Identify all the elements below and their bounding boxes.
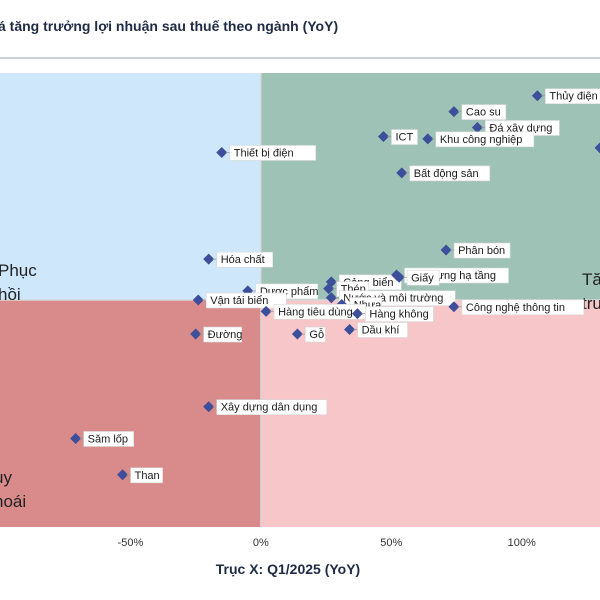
- quadrant-label-bottom-left: hoái: [0, 492, 26, 511]
- point-marker: [471, 121, 483, 133]
- point-label: Hàng tiêu dùng: [278, 306, 353, 318]
- label-box: [409, 165, 491, 182]
- data-point: ICT: [377, 129, 418, 145]
- point-label: Đá xây dựng: [489, 122, 552, 134]
- point-label: Công nghệ thông tin: [466, 302, 565, 314]
- point-label: Dầu khí: [362, 325, 400, 337]
- point-marker: [448, 301, 460, 313]
- data-point: Phân bón: [440, 242, 511, 259]
- label-box: [391, 129, 418, 145]
- label-box: [357, 322, 408, 338]
- label-box: [435, 131, 535, 148]
- x-axis-title: Trục X: Q1/2025 (YoY): [216, 561, 360, 577]
- point-marker: [190, 328, 202, 340]
- data-points: Thủy điện Cao su Đá xây dựng ICT Khu công ng…: [70, 88, 600, 484]
- point-marker: [344, 324, 356, 336]
- quadrant-label-bottom-left: uy: [0, 468, 12, 487]
- point-label: Bất động sản: [414, 168, 479, 180]
- point-label: Đường: [208, 329, 243, 341]
- point-label: Giấy: [411, 272, 434, 284]
- label-box: [365, 306, 434, 322]
- chart-title: á tăng trưởng lợi nhuận sau thuế theo ng…: [0, 18, 338, 34]
- label-box: [461, 299, 585, 316]
- data-point: Thủy điện: [531, 88, 600, 104]
- point-marker: [393, 271, 405, 283]
- label-box: [130, 467, 163, 484]
- point-label: Khu công nghiệp: [440, 134, 523, 146]
- point-marker: [323, 283, 335, 295]
- data-point: Giấy: [393, 269, 440, 286]
- data-point: Hóa chất: [203, 251, 273, 268]
- data-point: Công nghệ thông tin: [448, 299, 585, 316]
- quadrant-label-top-right: Tă: [582, 270, 600, 289]
- point-marker: [70, 432, 82, 444]
- point-marker: [594, 142, 600, 154]
- point-label: Cao su: [466, 107, 501, 119]
- label-box: [305, 326, 326, 343]
- x-tick-label: -50%: [118, 537, 144, 549]
- point-label: Hóa chất: [221, 254, 265, 266]
- label-box: [216, 251, 273, 268]
- point-marker: [531, 90, 543, 102]
- quadrant-label-top-left: Phục: [0, 261, 37, 280]
- quadrant-top-right: [260, 73, 600, 300]
- point-label: Xây dựng dân dụng: [221, 402, 318, 414]
- data-point: Than: [117, 467, 163, 484]
- label-box: [203, 326, 242, 343]
- data-point: Thiết bị điện: [216, 145, 317, 161]
- data-point: [594, 142, 600, 154]
- point-label: Than: [135, 470, 160, 482]
- point-marker: [192, 294, 204, 306]
- label-box: [406, 269, 440, 286]
- label-box: [83, 431, 134, 447]
- x-ticks: -50% 0% 50% 100%: [118, 537, 536, 549]
- point-label: Gỗ: [309, 328, 324, 341]
- point-label: Thiết bị điện: [234, 147, 294, 159]
- label-box: [216, 399, 327, 415]
- data-point: Săm lốp: [70, 431, 134, 447]
- label-box: [461, 104, 507, 120]
- x-tick-label: 0%: [253, 537, 269, 549]
- point-marker: [203, 253, 215, 265]
- data-point: Cao su: [448, 104, 507, 120]
- point-marker: [260, 305, 272, 317]
- point-label: ICT: [395, 132, 413, 144]
- point-marker: [422, 133, 434, 145]
- data-point: Khu công nghiệp: [422, 131, 535, 148]
- point-label: Vận tải biển: [210, 295, 268, 307]
- x-tick-label: 100%: [508, 537, 536, 549]
- point-marker: [377, 131, 389, 143]
- quadrant-labels: Phục hồi Tă trư uy hoái: [0, 261, 600, 511]
- data-point: Bất động sản: [396, 165, 491, 182]
- point-label: Thủy điện: [549, 91, 597, 103]
- point-label: Hàng không: [369, 309, 428, 321]
- label-box: [205, 292, 287, 309]
- point-marker: [203, 401, 215, 413]
- x-tick-label: 50%: [380, 537, 402, 549]
- label-box: [453, 242, 511, 259]
- point-marker: [325, 292, 337, 304]
- label-box: [229, 145, 317, 161]
- point-label: Phân bón: [458, 245, 505, 257]
- quadrant-label-top-right: trư: [582, 294, 600, 313]
- quadrant-label-top-left: hồi: [0, 285, 21, 304]
- point-marker: [216, 146, 228, 158]
- point-marker: [117, 469, 129, 481]
- data-point: Xây dựng dân dụng: [203, 399, 327, 415]
- point-marker: [351, 308, 363, 320]
- label-box: [545, 88, 600, 104]
- point-marker: [291, 328, 303, 340]
- data-point: Đường: [190, 326, 243, 343]
- point-marker: [448, 106, 460, 118]
- point-marker: [396, 167, 408, 179]
- data-point: Hàng không: [351, 306, 434, 322]
- data-point: Vận tải biển: [192, 292, 287, 309]
- data-point: Dầu khí: [344, 322, 408, 338]
- data-point: Gỗ: [291, 326, 326, 343]
- data-point: Hàng tiêu dùng: [260, 304, 367, 320]
- point-marker: [440, 244, 452, 256]
- point-label: Săm lốp: [88, 433, 128, 445]
